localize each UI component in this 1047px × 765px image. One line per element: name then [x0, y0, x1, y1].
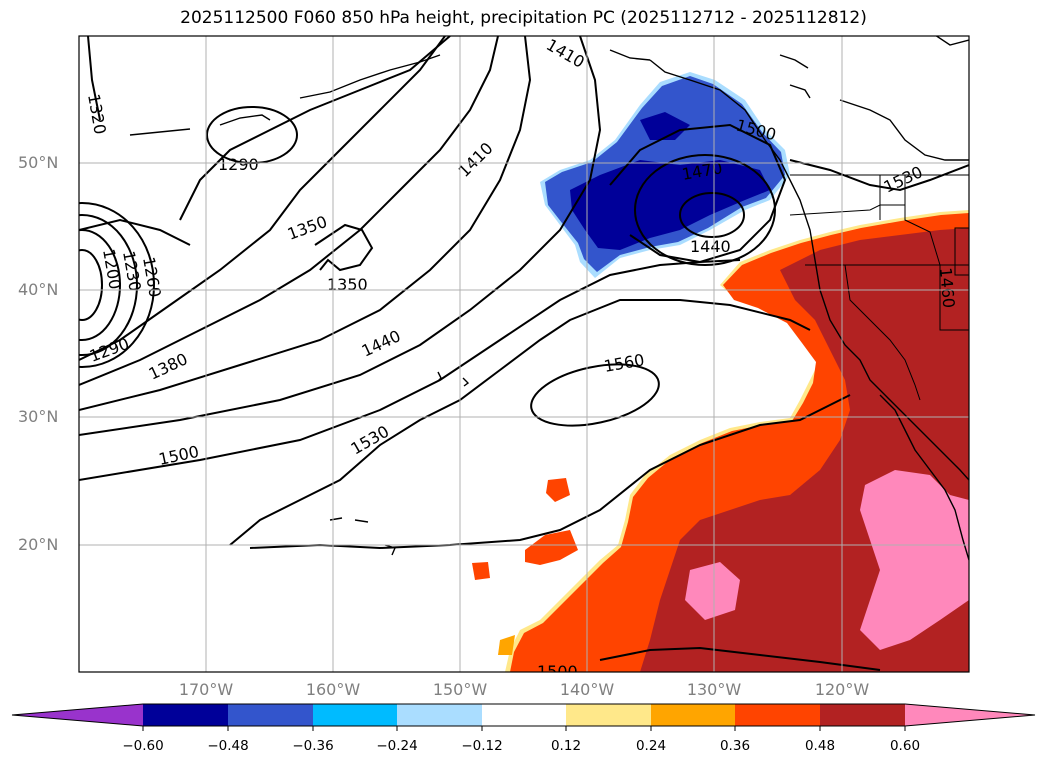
map-plot-area: 1290 1320 1350 1350 1410 1470 1500 1440 … [79, 36, 969, 681]
colorbar-tick-label: −0.24 [376, 738, 418, 754]
colorbar-swatch [566, 704, 651, 726]
lat-label: 50°N [18, 153, 59, 172]
lon-label: 120°W [814, 680, 870, 699]
colorbar-tick-label: 0.24 [635, 738, 667, 754]
plot-frame [78, 35, 970, 673]
contour-label: 1460 [936, 267, 958, 309]
colorbar-tick-label: 0.12 [550, 738, 582, 754]
colorbar-swatch [905, 704, 1035, 726]
gridlines [79, 36, 969, 672]
colorbar-swatch [397, 704, 482, 726]
contour-label: 1500 [537, 662, 578, 681]
colorbar-swatch [143, 704, 228, 726]
colorbar-tick-label: −0.12 [461, 738, 503, 754]
lat-label: 30°N [18, 407, 59, 426]
contour-label: 1440 [690, 237, 731, 256]
lat-label: 40°N [18, 280, 59, 299]
colorbar-tick-label: 0.48 [804, 738, 836, 754]
colorbar-swatch [313, 704, 398, 726]
colorbar [11, 703, 1036, 731]
colorbar-tick-label: −0.48 [207, 738, 249, 754]
colorbar-tick-label: 0.60 [889, 738, 921, 754]
lon-label: 140°W [559, 680, 615, 699]
contour-label: 1350 [327, 275, 368, 294]
colorbar-swatch [651, 704, 736, 726]
colorbar-swatch [735, 704, 820, 726]
colorbar-tick-label: −0.60 [122, 738, 164, 754]
colorbar-tick-label: 0.36 [719, 738, 751, 754]
colorbar-swatch [12, 704, 143, 726]
lon-label: 160°W [305, 680, 361, 699]
colorbar-swatch [820, 704, 905, 726]
colorbar-swatch [482, 704, 567, 726]
lon-label: 170°W [178, 680, 234, 699]
lat-label: 20°N [18, 535, 59, 554]
lon-label: 150°W [432, 680, 488, 699]
colorbar-ticks [142, 726, 906, 731]
colorbar-swatch [228, 704, 313, 726]
positive-anomaly-region [472, 210, 969, 672]
map-title: 2025112500 F060 850 hPa height, precipit… [180, 8, 867, 28]
lon-label: 130°W [686, 680, 742, 699]
colorbar-tick-label: −0.36 [292, 738, 334, 754]
contour-label: 1290 [218, 155, 259, 174]
